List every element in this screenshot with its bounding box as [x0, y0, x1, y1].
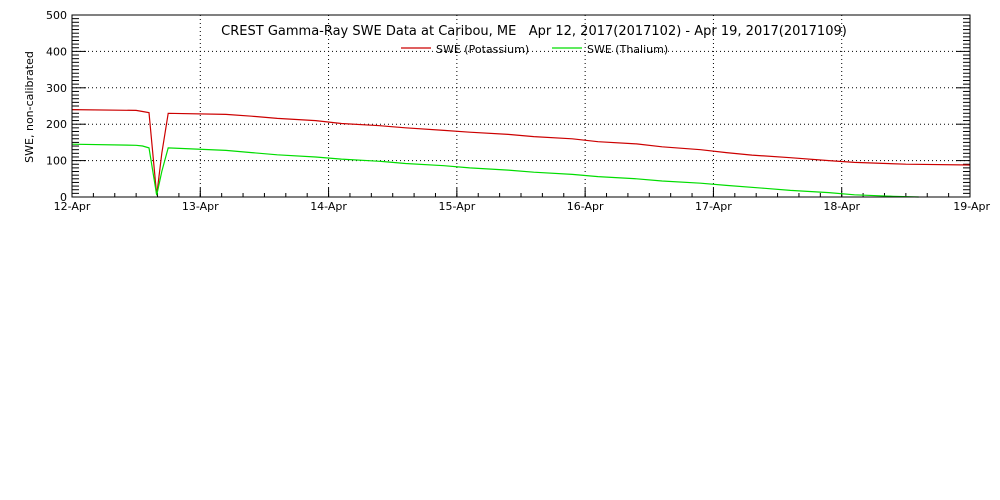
series-line-2	[71, 143, 919, 198]
x-tick-label: 17-Apr	[695, 200, 732, 213]
y-axis-label: SWE, non-calibrated	[23, 51, 36, 163]
x-tick-label: 16-Apr	[567, 200, 604, 213]
x-tick-label: 14-Apr	[310, 200, 347, 213]
legend-label: SWE (Thalium)	[587, 43, 668, 56]
plot-frame	[71, 14, 971, 198]
legend: SWE (Potassium) SWE (Thalium)	[401, 43, 668, 56]
axis-ticks	[71, 14, 971, 198]
y-tick-label: 300	[46, 82, 67, 95]
chart-title: CREST Gamma-Ray SWE Data at Caribou, ME …	[221, 24, 847, 39]
x-tick-label: 13-Apr	[182, 200, 219, 213]
x-tick-labels: 12-Apr 13-Apr 14-Apr 15-Apr 16-Apr 17-Apr 18-A…	[54, 200, 991, 213]
y-tick-label: 500	[46, 9, 67, 22]
y-tick-label: 400	[46, 45, 67, 58]
x-tick-label: 15-Apr	[438, 200, 475, 213]
y-tick-label: 200	[46, 118, 67, 131]
x-tick-label: 19-Apr	[953, 200, 990, 213]
grid-lines	[72, 15, 970, 197]
y-tick-labels: 0 100 200 300 400 500	[46, 9, 67, 204]
series-line-1	[71, 109, 971, 196]
x-tick-label: 18-Apr	[823, 200, 860, 213]
y-tick-label: 100	[46, 155, 67, 168]
y-tick-label: 0	[60, 191, 67, 204]
legend-label: SWE (Potassium)	[436, 43, 529, 56]
series-lines	[71, 109, 971, 198]
x-tick-label: 12-Apr	[54, 200, 91, 213]
